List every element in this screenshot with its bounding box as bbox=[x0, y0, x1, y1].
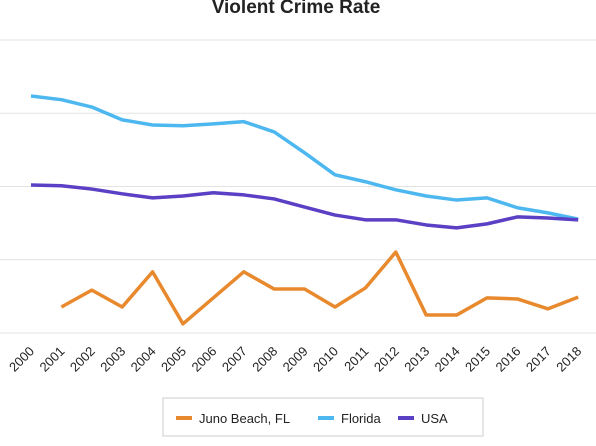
x-tick-label: 2015 bbox=[462, 344, 493, 375]
legend-label: Florida bbox=[341, 411, 382, 426]
x-tick-label: 2007 bbox=[219, 344, 250, 375]
x-tick-label: 2002 bbox=[67, 344, 98, 375]
x-tick-label: 2010 bbox=[310, 344, 341, 375]
x-tick-label: 2011 bbox=[341, 344, 371, 374]
x-tick-label: 2004 bbox=[128, 344, 159, 375]
x-tick-label: 2009 bbox=[280, 344, 311, 375]
x-tick-label: 2001 bbox=[36, 344, 67, 375]
x-tick-label: 2018 bbox=[553, 344, 584, 375]
legend-label: USA bbox=[421, 411, 448, 426]
x-tick-label: 2000 bbox=[6, 344, 37, 375]
chart-title: Violent Crime Rate bbox=[212, 0, 381, 18]
series-line bbox=[30, 183, 579, 230]
x-tick-label: 2003 bbox=[97, 344, 128, 375]
series-line bbox=[60, 250, 579, 326]
series-line bbox=[30, 94, 579, 221]
x-tick-label: 2014 bbox=[432, 344, 463, 375]
x-tick-label: 2005 bbox=[158, 344, 189, 375]
legend-label: Juno Beach, FL bbox=[199, 411, 290, 426]
x-tick-label: 2013 bbox=[401, 344, 432, 375]
x-tick-label: 2012 bbox=[371, 344, 402, 375]
x-tick-label: 2016 bbox=[492, 344, 523, 375]
x-tick-label: 2017 bbox=[523, 344, 554, 375]
x-tick-label: 2008 bbox=[249, 344, 280, 375]
x-tick-label: 2006 bbox=[188, 344, 219, 375]
